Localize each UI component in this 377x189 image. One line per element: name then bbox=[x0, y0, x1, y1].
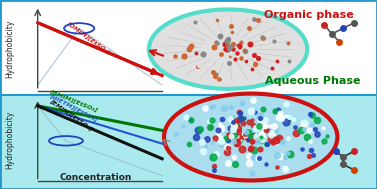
Text: Hydrophobicity: Hydrophobicity bbox=[5, 111, 14, 169]
Text: Organic phase: Organic phase bbox=[264, 10, 354, 20]
Bar bbox=[0, 0, 377, 94]
Text: [OMIM][EtSO₄]: [OMIM][EtSO₄] bbox=[66, 20, 111, 55]
Text: Concentration: Concentration bbox=[60, 173, 132, 182]
Text: Aqueous Phase: Aqueous Phase bbox=[265, 76, 361, 86]
Text: [EMIM][EtSO₄]: [EMIM][EtSO₄] bbox=[49, 98, 93, 131]
Text: [BMIM][EtSO₄]: [BMIM][EtSO₄] bbox=[49, 89, 98, 112]
Bar bbox=[0, 94, 377, 189]
Circle shape bbox=[164, 94, 337, 180]
Circle shape bbox=[149, 9, 307, 89]
Text: Hydrophobicity: Hydrophobicity bbox=[5, 20, 14, 78]
Text: [dIETM][EtSO₄]: [dIETM][EtSO₄] bbox=[49, 93, 98, 122]
